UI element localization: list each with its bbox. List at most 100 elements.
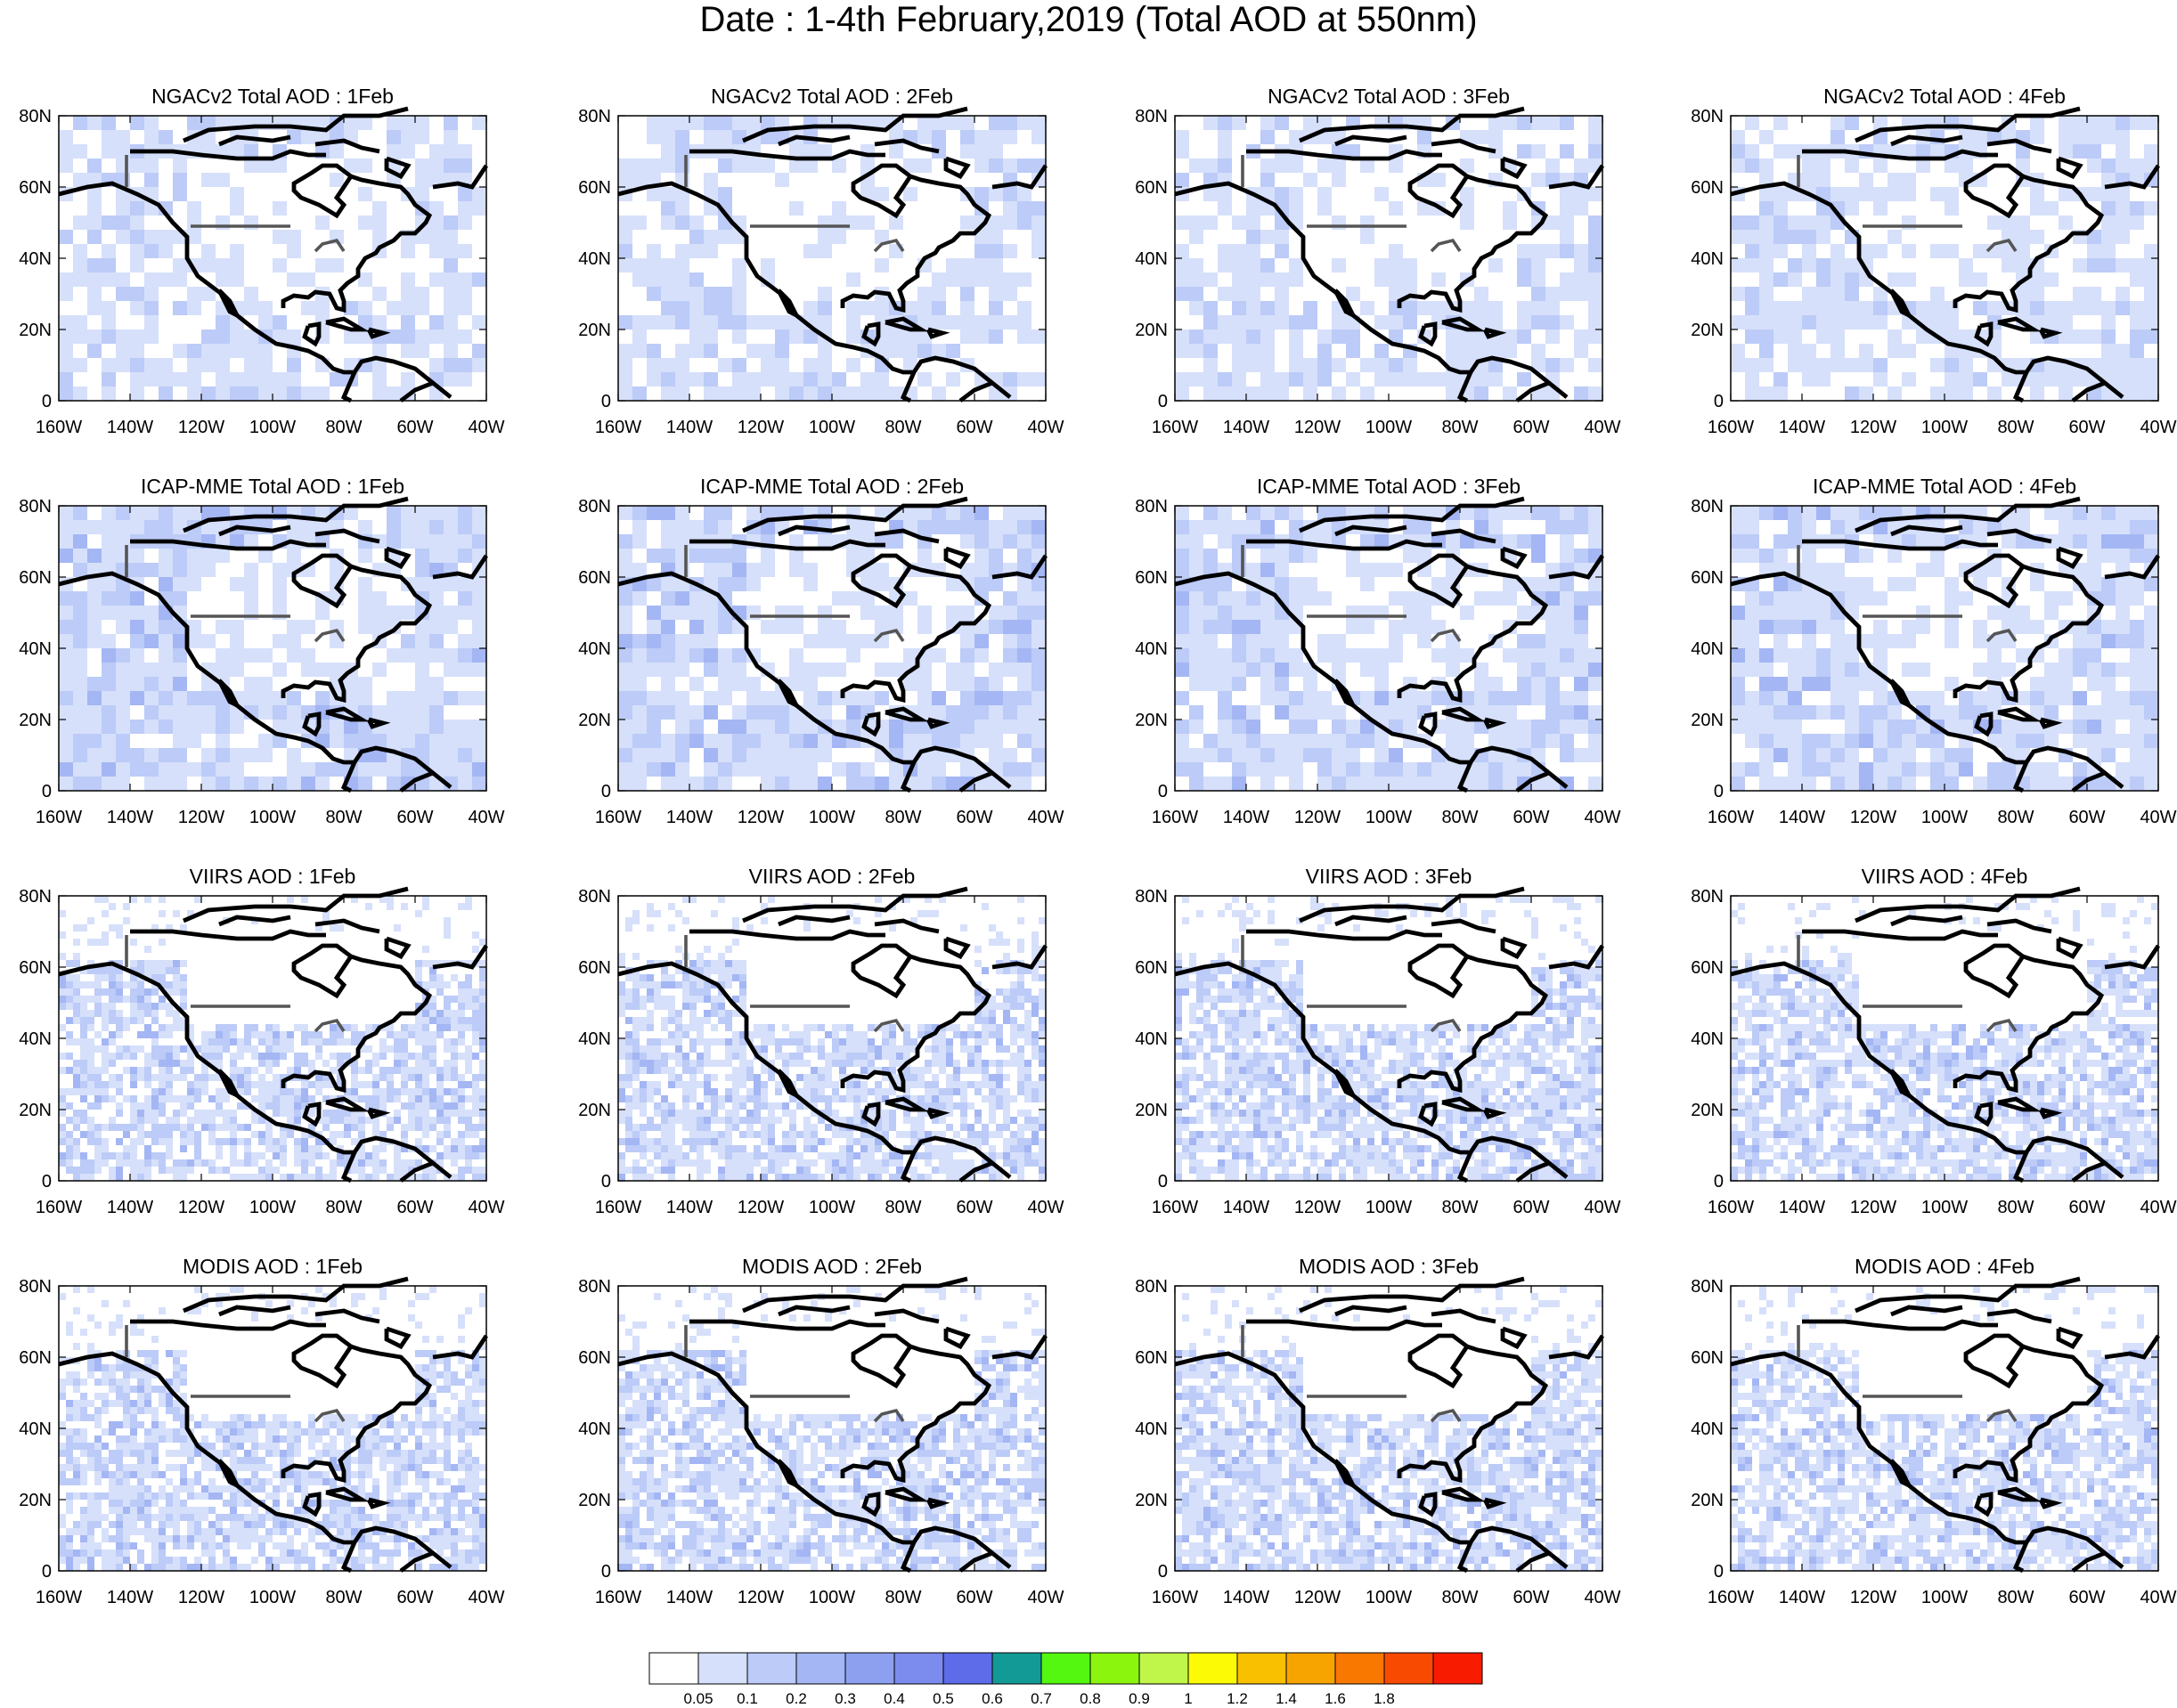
map-panel: NGACv2 Total AOD : 2Feb 80N 60N 40N 20N 0 160W… <box>578 85 1064 437</box>
lon-tick-label: 80W <box>1997 808 2034 827</box>
lat-tick-label: 60N <box>578 1348 611 1368</box>
lon-tick-label: 60W <box>1512 1588 1549 1607</box>
lon-tick-label: 60W <box>956 1588 992 1607</box>
lat-tick-label: 60N <box>1691 178 1724 198</box>
lat-tick-label: 40N <box>1691 1029 1724 1049</box>
aod-field <box>618 896 1046 1181</box>
lat-tick-label: 40N <box>1135 1029 1168 1049</box>
lon-tick-label: 120W <box>738 808 784 827</box>
colorbar-tick-label: 0.8 <box>1080 1690 1101 1707</box>
lon-tick-label: 40W <box>1584 1198 1620 1217</box>
lat-tick-label: 0 <box>1158 782 1168 801</box>
colorbar-tick-label: 0.7 <box>1031 1690 1052 1707</box>
lat-tick-label: 40N <box>19 249 52 269</box>
lat-tick-label: 20N <box>19 321 52 340</box>
colorbar-tick-label: 0.3 <box>835 1690 856 1707</box>
lat-tick-label: 80N <box>578 887 611 907</box>
lon-tick-label: 100W <box>249 1198 296 1217</box>
colorbar-swatch <box>648 1652 699 1685</box>
lat-tick-label: 80N <box>19 1277 52 1297</box>
lon-tick-label: 60W <box>2068 418 2105 437</box>
lat-tick-label: 0 <box>601 782 611 801</box>
colorbar-tick-label: 1.6 <box>1325 1690 1346 1707</box>
lon-tick-label: 120W <box>1294 1588 1341 1607</box>
lat-tick-label: 80N <box>1135 1277 1168 1297</box>
aod-field <box>1731 1286 2158 1571</box>
lon-tick-label: 60W <box>396 418 433 437</box>
colorbar-tick-label: 1 <box>1184 1690 1192 1707</box>
lon-tick-label: 160W <box>595 418 641 437</box>
lat-tick-label: 0 <box>1714 782 1724 801</box>
lon-tick-label: 140W <box>666 1198 713 1217</box>
lon-tick-label: 140W <box>1779 808 1825 827</box>
aod-field <box>59 896 486 1181</box>
lon-tick-label: 120W <box>1850 1588 1896 1607</box>
lon-tick-label: 120W <box>1294 1198 1341 1217</box>
lat-tick-label: 80N <box>1691 107 1724 126</box>
colorbar-swatch <box>795 1652 846 1685</box>
lon-tick-label: 160W <box>1152 418 1198 437</box>
lon-tick-label: 80W <box>325 1588 362 1607</box>
colorbar-swatch <box>942 1652 993 1685</box>
lat-tick-label: 0 <box>1714 392 1724 411</box>
lat-tick-label: 80N <box>1135 497 1168 516</box>
lat-tick-label: 80N <box>1135 107 1168 126</box>
lon-tick-label: 40W <box>1027 1198 1064 1217</box>
lon-tick-label: 60W <box>2068 1198 2105 1217</box>
lat-tick-label: 20N <box>1135 321 1168 340</box>
lon-tick-label: 140W <box>1223 1198 1269 1217</box>
lat-tick-label: 60N <box>578 958 611 978</box>
lon-tick-label: 120W <box>1294 418 1341 437</box>
lon-tick-label: 100W <box>1366 418 1412 437</box>
aod-field <box>618 1286 1046 1571</box>
colorbar-swatch <box>1187 1652 1238 1685</box>
map-panel: ICAP-MME Total AOD : 2Feb 80N 60N 40N 20N 0 16… <box>578 475 1064 827</box>
lon-tick-label: 100W <box>1366 1588 1412 1607</box>
lon-tick-label: 100W <box>1366 808 1412 827</box>
colorbar-tick-label: 1.8 <box>1374 1690 1395 1707</box>
panel-title: MODIS AOD : 3Feb <box>1299 1255 1479 1278</box>
map-panel: ICAP-MME Total AOD : 1Feb 80N 60N 40N 20N 0 16… <box>19 475 504 827</box>
lon-tick-label: 80W <box>885 1588 921 1607</box>
map-panel: VIIRS AOD : 2Feb 80N 60N 40N 20N 0 160W 140W 120… <box>578 865 1064 1217</box>
colorbar-swatch <box>1138 1652 1189 1685</box>
lat-tick-label: 60N <box>1691 568 1724 588</box>
panel-title: VIIRS AOD : 4Feb <box>1862 865 2028 888</box>
lon-tick-label: 120W <box>178 1588 224 1607</box>
lon-tick-label: 140W <box>1779 1588 1825 1607</box>
colorbar-tick-label: 0.9 <box>1129 1690 1150 1707</box>
lon-tick-label: 160W <box>1708 1588 1754 1607</box>
panel-title: VIIRS AOD : 1Feb <box>190 865 356 888</box>
lat-tick-label: 80N <box>1691 887 1724 907</box>
map-panel: MODIS AOD : 1Feb 80N 60N 40N 20N 0 160W 140W 120… <box>19 1255 504 1607</box>
lon-tick-label: 140W <box>1223 418 1269 437</box>
lon-tick-label: 160W <box>1152 808 1198 827</box>
lat-tick-label: 20N <box>1135 711 1168 730</box>
lon-tick-label: 40W <box>468 418 504 437</box>
lon-tick-label: 80W <box>1441 808 1478 827</box>
lat-tick-label: 40N <box>1691 1419 1724 1439</box>
lon-tick-label: 80W <box>1441 1588 1478 1607</box>
panel-title: MODIS AOD : 1Feb <box>183 1255 363 1278</box>
colorbar-swatch <box>746 1652 797 1685</box>
lon-tick-label: 40W <box>1584 808 1620 827</box>
lat-tick-label: 60N <box>578 568 611 588</box>
lon-tick-label: 80W <box>325 808 362 827</box>
lon-tick-label: 80W <box>885 808 921 827</box>
colorbar-tick-label: 1.4 <box>1276 1690 1297 1707</box>
colorbar-swatch <box>1432 1652 1483 1685</box>
colorbar-swatch <box>844 1652 895 1685</box>
lat-tick-label: 20N <box>19 1101 52 1120</box>
lon-tick-label: 140W <box>1779 1198 1825 1217</box>
lon-tick-label: 60W <box>396 1588 433 1607</box>
lon-tick-label: 140W <box>666 418 713 437</box>
panel-title: ICAP-MME Total AOD : 4Feb <box>1813 475 2076 498</box>
lat-tick-label: 40N <box>19 1029 52 1049</box>
lon-tick-label: 100W <box>809 418 855 437</box>
lat-tick-label: 0 <box>601 392 611 411</box>
lon-tick-label: 140W <box>107 418 153 437</box>
lon-tick-label: 100W <box>249 418 296 437</box>
lon-tick-label: 40W <box>1584 1588 1620 1607</box>
lat-tick-label: 0 <box>1714 1562 1724 1582</box>
lon-tick-label: 120W <box>738 418 784 437</box>
